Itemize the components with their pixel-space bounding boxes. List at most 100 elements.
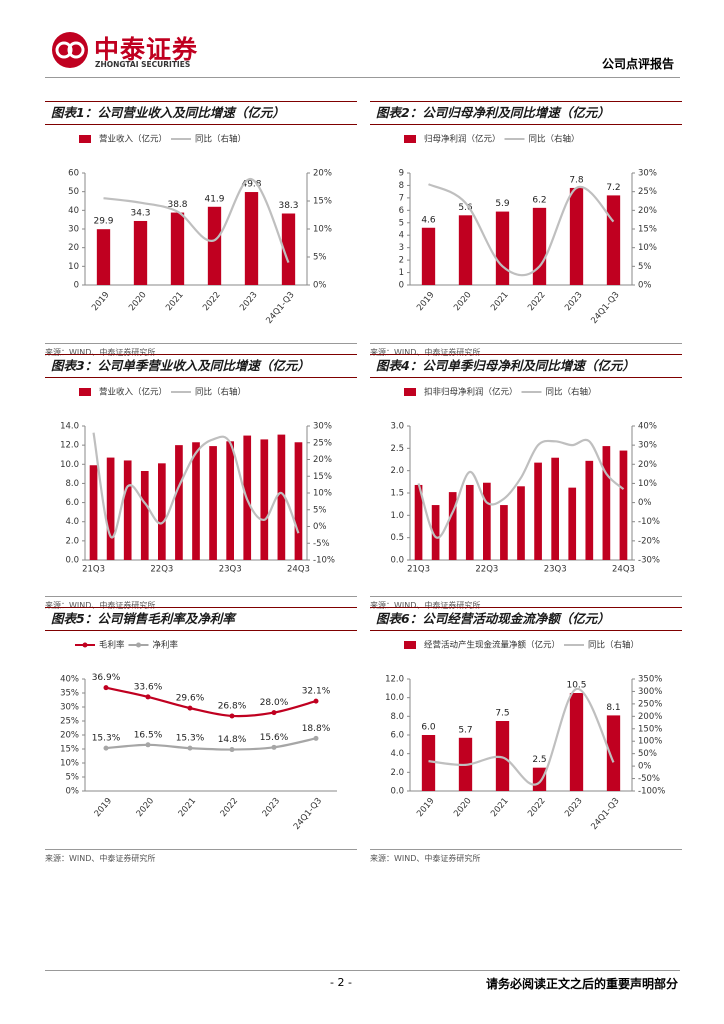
figure: 图表6：公司经营活动现金流净额（亿元） 经营活动产生现金流量净额（亿元） 同比（右轴… bbox=[370, 607, 682, 865]
point bbox=[187, 745, 193, 751]
figure: 图表4：公司单季归母净利及同比增速（亿元） 扣非归母净利润（亿元） 同比（右轴） 0.… bbox=[370, 354, 682, 612]
bar bbox=[421, 227, 436, 285]
figure-source: 来源：WIND、中泰证券研究所 bbox=[370, 596, 682, 612]
bar bbox=[96, 229, 111, 285]
bar bbox=[532, 207, 547, 285]
bar bbox=[209, 446, 217, 560]
y2-tick-label: 10% bbox=[313, 225, 332, 235]
y2-tick-label: 0% bbox=[638, 498, 652, 508]
bar bbox=[281, 213, 296, 285]
report-type: 公司点评报告 bbox=[601, 57, 674, 71]
y-tick-label: 8.0 bbox=[390, 712, 404, 722]
x-tick-label: 23Q3 bbox=[219, 565, 242, 575]
page-number: - 2 - bbox=[330, 976, 352, 989]
point bbox=[271, 744, 277, 750]
y-tick-label: 20 bbox=[68, 243, 79, 253]
bar bbox=[431, 505, 440, 560]
figure-title: 图表5：公司销售毛利率及净利率 bbox=[45, 607, 357, 631]
figure-source: 来源：WIND、中泰证券研究所 bbox=[45, 596, 357, 612]
y2-tick-label: 200% bbox=[638, 712, 662, 722]
bar bbox=[568, 487, 577, 560]
point bbox=[313, 735, 319, 741]
point bbox=[103, 745, 109, 751]
y2-tick-label: 5% bbox=[313, 505, 327, 515]
data-label: 15.6% bbox=[260, 733, 289, 743]
figure-source: 来源：WIND、中泰证券研究所 bbox=[45, 343, 357, 359]
line bbox=[428, 687, 615, 786]
y2-tick-label: 0% bbox=[638, 762, 652, 772]
bar bbox=[619, 450, 628, 560]
y2-tick-label: 20% bbox=[313, 169, 332, 179]
legend-label: 营业收入（亿元） bbox=[99, 134, 167, 145]
x-tick-label: 2021 bbox=[177, 796, 199, 819]
x-tick-label: 2022 bbox=[526, 290, 548, 313]
y2-tick-label: -100% bbox=[638, 787, 665, 797]
x-tick-label: 2019 bbox=[90, 290, 112, 313]
legend-label: 同比（右轴） bbox=[588, 640, 639, 651]
y-tick-label: 12.0 bbox=[385, 675, 404, 685]
legend-label: 同比（右轴） bbox=[546, 387, 597, 398]
point bbox=[187, 705, 193, 711]
y-tick-label: 0.0 bbox=[65, 556, 79, 566]
y2-tick-label: 25% bbox=[313, 438, 332, 448]
figure-source: 来源：WIND、中泰证券研究所 bbox=[370, 849, 682, 865]
x-tick-label: 2021 bbox=[489, 290, 511, 313]
x-tick-label: 2023 bbox=[563, 796, 585, 819]
y-tick-label: 10.0 bbox=[385, 693, 404, 703]
y2-tick-label: 350% bbox=[638, 675, 662, 685]
x-tick-label: 2021 bbox=[489, 796, 511, 819]
footer-rule bbox=[45, 970, 680, 971]
y-tick-label: 14.0 bbox=[60, 422, 79, 432]
bar bbox=[585, 460, 594, 560]
x-tick-label: 23Q3 bbox=[544, 565, 567, 575]
y-tick-label: 10.0 bbox=[60, 460, 79, 470]
y-tick-label: 60 bbox=[68, 169, 79, 179]
y-tick-label: 0% bbox=[66, 787, 80, 797]
figure-title: 图表6：公司经营活动现金流净额（亿元） bbox=[370, 607, 682, 631]
x-tick-label: 2022 bbox=[201, 290, 223, 313]
y-tick-label: 1.5 bbox=[390, 489, 404, 499]
data-label: 15.3% bbox=[92, 734, 121, 744]
data-label: 34.3 bbox=[130, 208, 150, 218]
bar bbox=[158, 463, 166, 560]
data-label: 7.2 bbox=[606, 183, 620, 193]
y2-tick-label: 0% bbox=[313, 281, 327, 291]
data-label: 6.2 bbox=[532, 195, 546, 205]
legend-label: 扣非归母净利润（亿元） bbox=[424, 387, 518, 398]
y-tick-label: 2.0 bbox=[65, 536, 79, 546]
y2-tick-label: 100% bbox=[638, 737, 662, 747]
bar bbox=[260, 439, 269, 560]
data-label: 29.6% bbox=[176, 694, 205, 704]
bar bbox=[602, 446, 611, 560]
bar bbox=[495, 211, 510, 285]
y2-tick-label: 40% bbox=[638, 422, 657, 432]
notice: 请务必阅读正文之后的重要声明部分 bbox=[485, 977, 678, 991]
figure-title: 图表3：公司单季营业收入及同比增速（亿元） bbox=[45, 354, 357, 378]
y-tick-label: 6.0 bbox=[390, 731, 404, 741]
x-tick-label: 2023 bbox=[261, 796, 283, 819]
y-tick-label: 12.0 bbox=[60, 441, 79, 451]
y2-tick-label: 5% bbox=[313, 253, 327, 263]
line bbox=[428, 183, 615, 277]
data-label: 2.5 bbox=[532, 755, 546, 765]
bar bbox=[175, 445, 183, 560]
figure: 图表1：公司营业收入及同比增速（亿元） 营业收入（亿元） 同比（右轴） 0 10 20 30… bbox=[45, 101, 357, 359]
y2-tick-label: 20% bbox=[638, 460, 657, 470]
line bbox=[105, 737, 317, 751]
x-tick-label: 2020 bbox=[135, 796, 157, 819]
x-tick-label: 21Q3 bbox=[407, 565, 430, 575]
bar bbox=[421, 735, 436, 791]
y-tick-label: 10 bbox=[68, 262, 79, 272]
x-tick-label: 2020 bbox=[452, 796, 474, 819]
data-label: 16.5% bbox=[134, 730, 163, 740]
figure: 图表2：公司归母净利及同比增速（亿元） 归母净利润（亿元） 同比（右轴） 0 1 2 3 4 5… bbox=[370, 101, 682, 359]
y2-tick-label: 0% bbox=[638, 281, 652, 291]
y-tick-label: 20% bbox=[60, 731, 79, 741]
bar bbox=[495, 721, 510, 791]
legend-label: 营业收入（亿元） bbox=[99, 387, 167, 398]
point bbox=[145, 742, 151, 748]
y2-tick-label: -5% bbox=[313, 539, 330, 549]
legend-label: 同比（右轴） bbox=[195, 134, 246, 145]
data-label: 38.3 bbox=[278, 201, 298, 211]
data-label: 49.8 bbox=[241, 180, 261, 190]
